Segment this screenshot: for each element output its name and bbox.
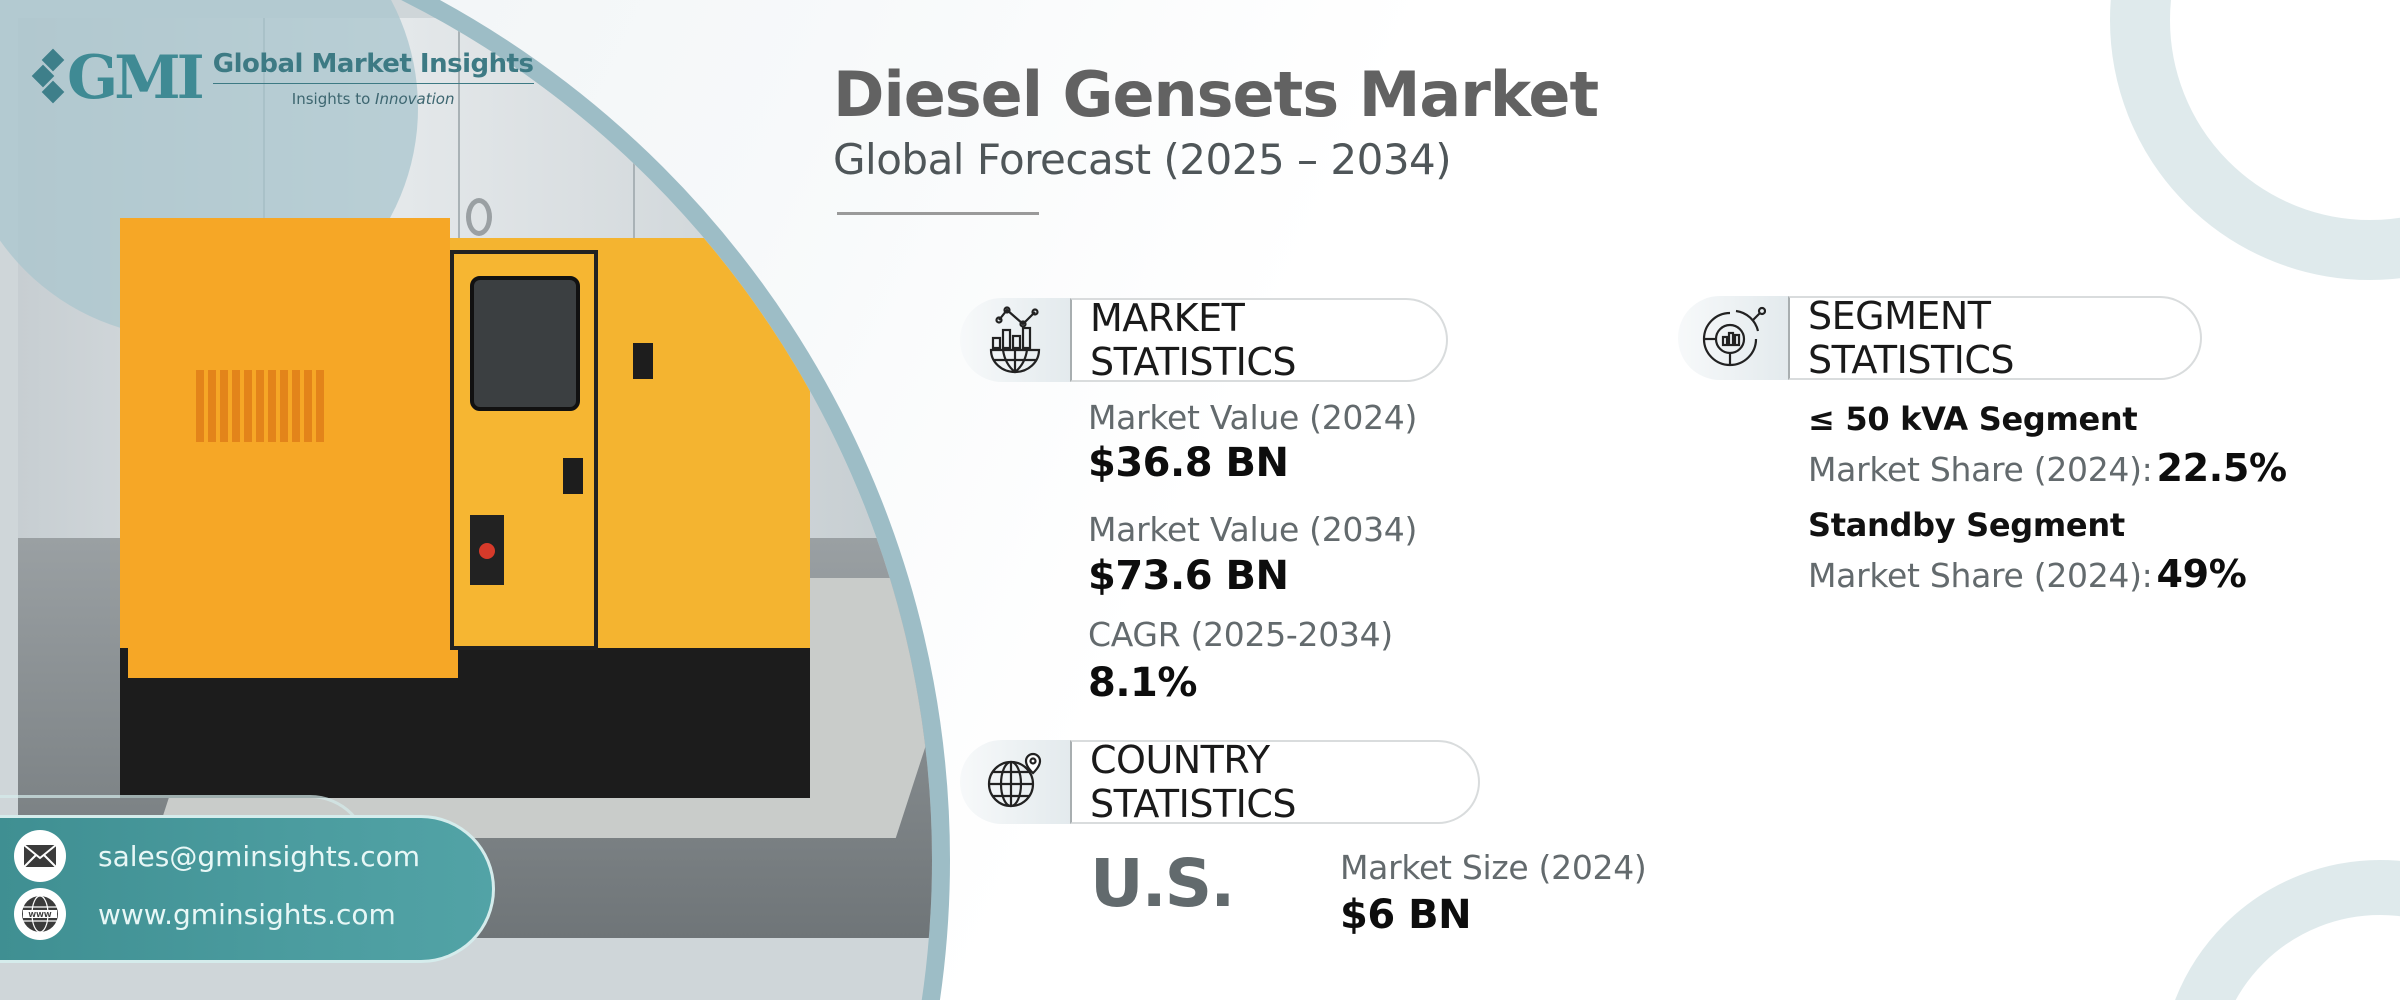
market-value-2034-value: $73.6 BN: [1088, 553, 1289, 599]
svg-text:WWW: WWW: [28, 911, 51, 919]
logo-diamonds-icon: [31, 48, 65, 108]
segment-chart-icon: [1678, 296, 1788, 380]
genset-photo: [0, 0, 950, 1000]
market-value-2034-label: Market Value (2034): [1088, 510, 1418, 549]
title-divider: [837, 212, 1039, 215]
lifting-eye: [466, 198, 492, 236]
country-statistics-header: COUNTRY STATISTICS: [960, 738, 1480, 826]
cagr-value: 8.1%: [1088, 660, 1197, 706]
country-statistics-title: COUNTRY STATISTICS: [1070, 738, 1480, 826]
genset-vent-grille: [196, 370, 326, 442]
contact-website[interactable]: WWW www.gminsights.com: [14, 888, 396, 940]
segment-2-name: Standby Segment: [1808, 506, 2125, 544]
contact-email-text[interactable]: sales@gminsights.com: [98, 839, 421, 873]
contact-email[interactable]: sales@gminsights.com: [14, 830, 420, 882]
chart-globe-icon: [960, 298, 1070, 382]
contact-website-text[interactable]: www.gminsights.com: [98, 897, 396, 931]
market-statistics-header: MARKET STATISTICS: [960, 296, 1448, 384]
segment-1-name: ≤ 50 kVA Segment: [1808, 400, 2138, 438]
globe-pin-icon: [960, 740, 1070, 824]
page-title: Diesel Gensets Market: [833, 58, 1599, 131]
market-value-2024-value: $36.8 BN: [1088, 440, 1289, 486]
market-value-2024-label: Market Value (2024): [1088, 398, 1418, 437]
contact-panel: [0, 815, 495, 963]
brand-tagline: Insights to Innovation: [291, 89, 455, 108]
country-market-size-value: $6 BN: [1340, 892, 1472, 938]
emergency-stop: [470, 515, 504, 585]
envelope-icon: [14, 830, 66, 882]
brand-name: Global Market Insights: [212, 49, 534, 84]
country-name: U.S.: [1090, 845, 1235, 922]
door-latch: [633, 343, 653, 379]
segment-statistics-title: SEGMENT STATISTICS: [1788, 294, 2202, 382]
segment-1-share: Market Share (2024): 22.5%: [1808, 446, 2287, 490]
cagr-label: CAGR (2025-2034): [1088, 615, 1393, 654]
brand-logo: GMI Global Market Insights Insights to I…: [31, 43, 534, 113]
www-globe-icon: WWW: [14, 888, 66, 940]
door-latch: [563, 458, 583, 494]
genset-control-window: [470, 276, 580, 411]
segment-2-share: Market Share (2024): 49%: [1808, 552, 2247, 596]
market-statistics-title: MARKET STATISTICS: [1070, 296, 1448, 384]
page-subtitle: Global Forecast (2025 – 2034): [833, 135, 1452, 184]
segment-statistics-header: SEGMENT STATISTICS: [1678, 294, 2202, 382]
logo-mark: GMI: [67, 43, 205, 113]
country-market-size-label: Market Size (2024): [1340, 848, 1647, 887]
